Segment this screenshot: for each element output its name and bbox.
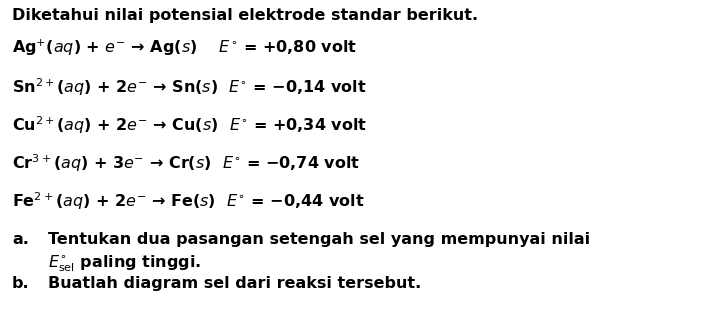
Text: Diketahui nilai potensial elektrode standar berikut.: Diketahui nilai potensial elektrode stan… <box>12 8 478 23</box>
Text: Cr$^{3+}$($aq$) + 3$e^{-}$ → Cr($s$)  $E^{\circ}$ = −0,74 volt: Cr$^{3+}$($aq$) + 3$e^{-}$ → Cr($s$) $E^… <box>12 152 360 174</box>
Text: Ag$^{+}$($aq$) + $e^{-}$ → Ag($s$)    $E^{\circ}$ = +0,80 volt: Ag$^{+}$($aq$) + $e^{-}$ → Ag($s$) $E^{\… <box>12 38 357 58</box>
Text: a.: a. <box>12 232 29 247</box>
Text: b.: b. <box>12 276 30 291</box>
Text: Fe$^{2+}$($aq$) + 2$e^{-}$ → Fe($s$)  $E^{\circ}$ = −0,44 volt: Fe$^{2+}$($aq$) + 2$e^{-}$ → Fe($s$) $E^… <box>12 190 365 212</box>
Text: $E^{\circ}_{\mathrm{sel}}$ paling tinggi.: $E^{\circ}_{\mathrm{sel}}$ paling tinggi… <box>48 254 201 275</box>
Text: Tentukan dua pasangan setengah sel yang mempunyai nilai: Tentukan dua pasangan setengah sel yang … <box>48 232 590 247</box>
Text: Buatlah diagram sel dari reaksi tersebut.: Buatlah diagram sel dari reaksi tersebut… <box>48 276 421 291</box>
Text: Sn$^{2+}$($aq$) + 2$e^{-}$ → Sn($s$)  $E^{\circ}$ = −0,14 volt: Sn$^{2+}$($aq$) + 2$e^{-}$ → Sn($s$) $E^… <box>12 76 367 98</box>
Text: Cu$^{2+}$($aq$) + 2$e^{-}$ → Cu($s$)  $E^{\circ}$ = +0,34 volt: Cu$^{2+}$($aq$) + 2$e^{-}$ → Cu($s$) $E^… <box>12 114 367 136</box>
